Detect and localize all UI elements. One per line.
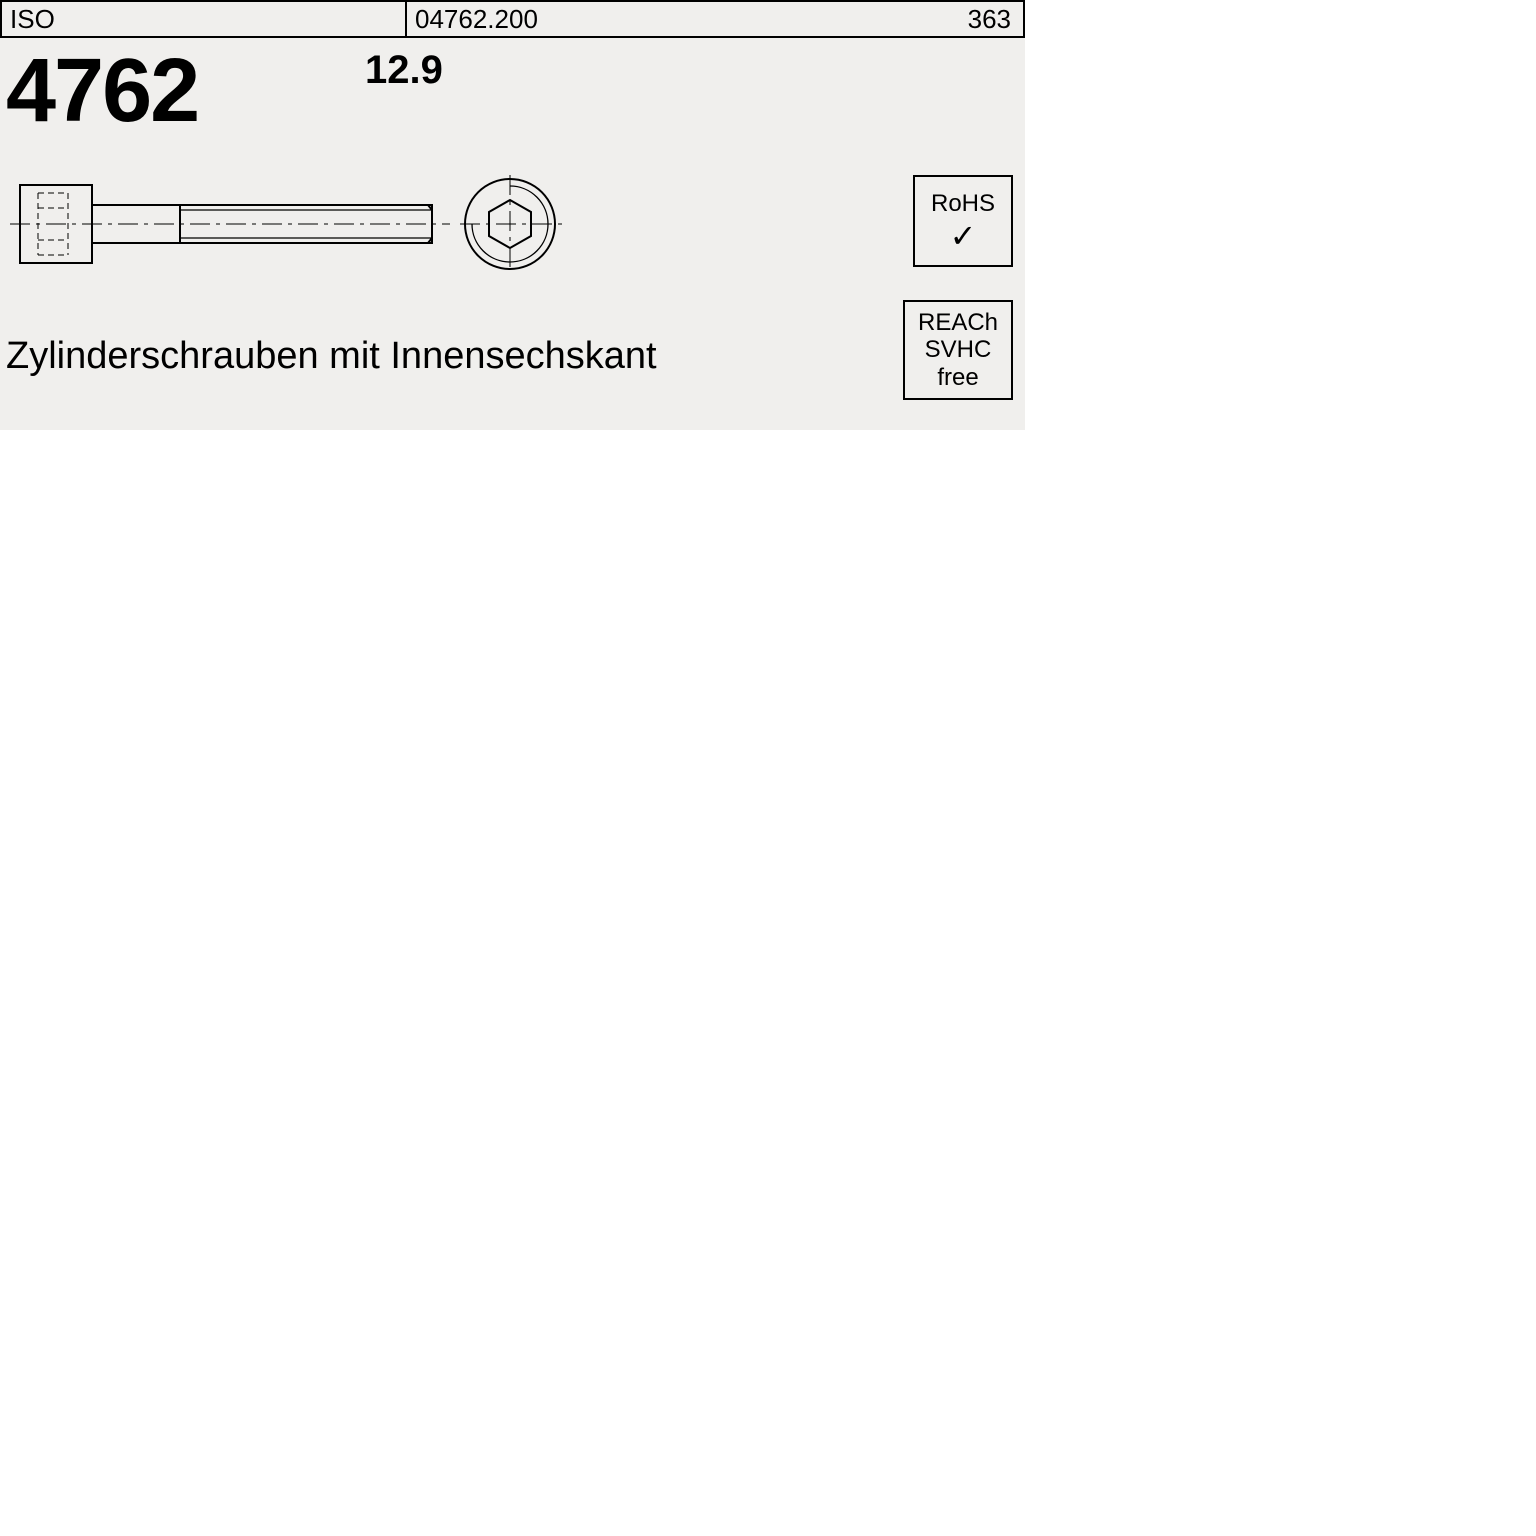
product-description: Zylinderschrauben mit Innensechskant xyxy=(6,335,657,378)
reach-line1: REACh xyxy=(918,309,998,337)
screw-diagram xyxy=(10,175,610,295)
reach-line3: free xyxy=(937,364,978,392)
header-row: ISO 04762.200 363 xyxy=(0,0,1025,38)
header-code: 04762.200 xyxy=(407,2,960,36)
check-icon: ✓ xyxy=(950,220,977,252)
header-page: 363 xyxy=(960,2,1023,36)
reach-line2: SVHC xyxy=(925,336,992,364)
datasheet-panel: ISO 04762.200 363 4762 12.9 Z xyxy=(0,0,1025,430)
property-class: 12.9 xyxy=(365,48,443,93)
reach-badge: REACh SVHC free xyxy=(903,300,1013,400)
standard-number: 4762 xyxy=(6,40,198,143)
rohs-label: RoHS xyxy=(931,190,995,218)
header-standard-label: ISO xyxy=(2,2,407,36)
rohs-badge: RoHS ✓ xyxy=(913,175,1013,267)
